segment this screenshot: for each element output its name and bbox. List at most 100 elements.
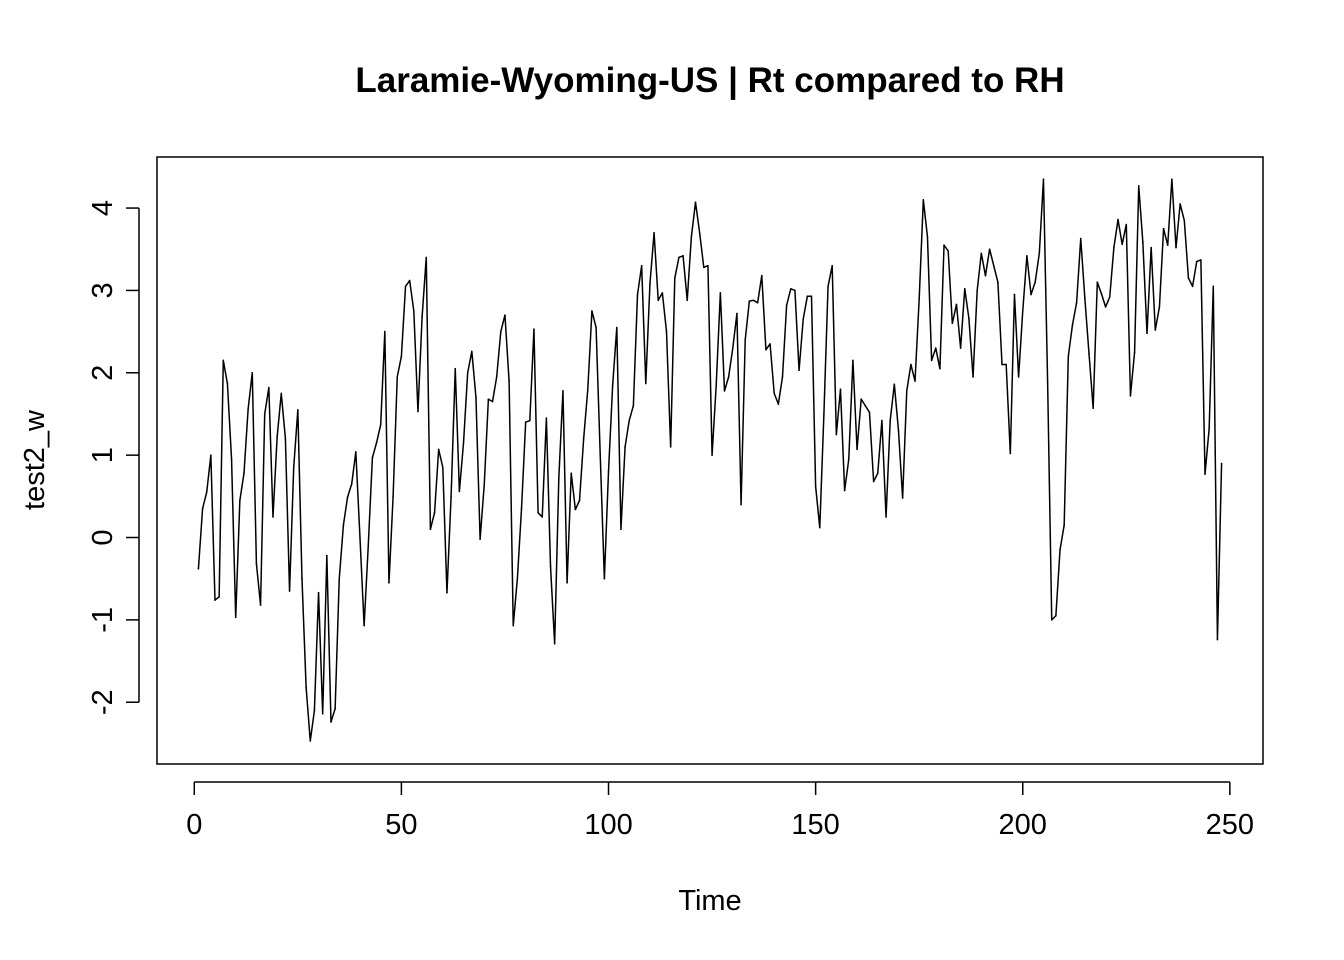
- data-point: [669, 446, 672, 448]
- data-point: [1117, 218, 1119, 221]
- data-point: [429, 528, 432, 531]
- data-point: [731, 347, 734, 349]
- data-point: [210, 454, 212, 456]
- y-tick-label: 2: [87, 365, 119, 381]
- data-point: [636, 293, 639, 296]
- data-point: [922, 199, 925, 201]
- data-point: [678, 256, 680, 259]
- data-point: [893, 383, 896, 386]
- data-point: [959, 347, 962, 349]
- data-point: [243, 472, 245, 475]
- data-point: [346, 496, 349, 498]
- data-point: [495, 376, 498, 378]
- data-point: [1150, 246, 1152, 249]
- data-point: [458, 490, 461, 493]
- data-point: [632, 404, 635, 407]
- data-point: [852, 359, 854, 362]
- data-point: [1191, 285, 1194, 288]
- data-point: [806, 295, 809, 297]
- data-point: [259, 604, 262, 606]
- data-point: [549, 565, 552, 568]
- data-point: [748, 300, 751, 302]
- x-axis-label: Time: [678, 885, 741, 917]
- data-point: [707, 264, 709, 267]
- data-point: [992, 264, 995, 267]
- data-point: [437, 448, 440, 451]
- data-point: [487, 398, 490, 400]
- plot-frame: [156, 156, 1264, 765]
- data-point: [276, 436, 278, 438]
- data-point: [972, 376, 974, 378]
- data-point: [541, 516, 544, 518]
- data-point: [413, 310, 415, 312]
- data-point: [222, 359, 225, 362]
- y-tick-label: 1: [87, 447, 119, 463]
- data-point: [1200, 259, 1202, 261]
- data-point: [355, 451, 357, 453]
- data-point: [1195, 260, 1198, 263]
- data-point: [301, 577, 303, 580]
- data-point: [914, 380, 916, 382]
- data-point: [794, 289, 796, 292]
- data-point: [657, 299, 660, 302]
- data-point: [471, 350, 473, 353]
- data-point: [934, 347, 937, 349]
- data-point: [1104, 306, 1107, 308]
- data-point: [624, 446, 626, 448]
- data-point: [533, 328, 535, 330]
- data-point: [968, 317, 970, 320]
- data-point: [1121, 243, 1123, 246]
- data-point: [1092, 407, 1094, 410]
- data-point: [1129, 395, 1132, 397]
- data-point: [562, 390, 564, 392]
- data-point: [268, 386, 270, 389]
- x-tick-label: 250: [1206, 809, 1254, 841]
- data-point: [400, 355, 403, 358]
- data-point: [715, 384, 718, 386]
- data-point: [682, 255, 684, 257]
- data-point: [918, 297, 920, 300]
- data-point: [1042, 178, 1045, 181]
- data-point: [388, 582, 390, 584]
- data-point: [756, 301, 759, 304]
- data-point: [1009, 452, 1012, 455]
- data-point: [313, 709, 316, 712]
- data-point: [1100, 292, 1103, 295]
- x-axis: 0 50 100 150 200 250: [186, 781, 1254, 841]
- data-point: [334, 708, 336, 710]
- data-point: [673, 277, 676, 279]
- data-point: [847, 458, 850, 461]
- data-point: [421, 315, 423, 318]
- data-point: [1021, 310, 1024, 312]
- y-tick-label: 3: [87, 282, 119, 298]
- data-point: [827, 285, 829, 288]
- data-point: [587, 388, 589, 391]
- data-point: [1067, 355, 1070, 358]
- data-point: [218, 596, 220, 598]
- data-point: [939, 367, 941, 370]
- data-point: [371, 456, 374, 459]
- data-point: [665, 330, 668, 333]
- data-point: [616, 326, 618, 329]
- data-point: [926, 236, 929, 238]
- data-point: [760, 274, 763, 277]
- data-point: [694, 201, 697, 204]
- data-point: [740, 503, 742, 506]
- data-point: [1171, 178, 1173, 181]
- data-point: [943, 244, 945, 246]
- data-point: [363, 624, 365, 627]
- data-point: [698, 231, 701, 234]
- data-point: [504, 314, 506, 316]
- data-point: [582, 437, 585, 440]
- data-point: [234, 616, 237, 619]
- data-point: [640, 264, 643, 267]
- data-point: [773, 392, 776, 395]
- data-point: [881, 419, 883, 422]
- data-point: [1071, 324, 1074, 326]
- data-point: [309, 740, 312, 742]
- data-point: [450, 495, 452, 498]
- data-point: [317, 591, 320, 594]
- data-point: [963, 287, 966, 290]
- data-point: [239, 499, 241, 502]
- data-point: [1146, 332, 1148, 335]
